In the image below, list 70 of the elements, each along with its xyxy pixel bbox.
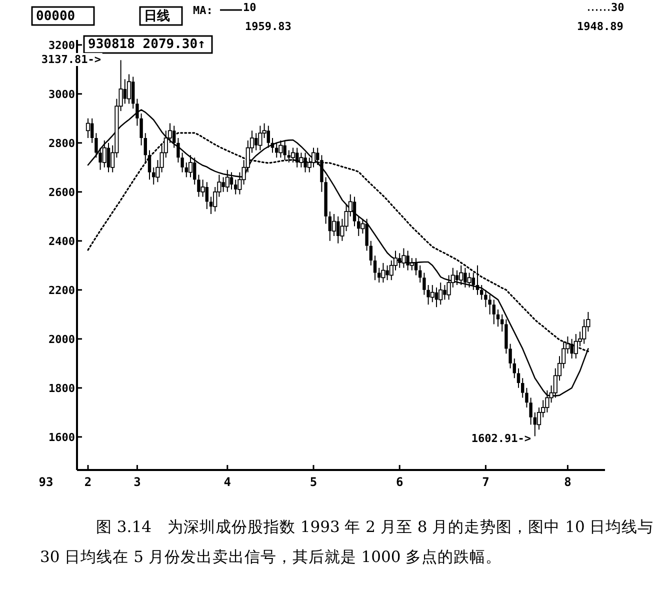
candlestick	[488, 294, 492, 315]
candlestick	[529, 397, 532, 426]
x-tick-label: 3	[134, 475, 141, 489]
candlestick	[508, 343, 512, 369]
candlestick	[180, 152, 184, 173]
candlestick	[148, 150, 152, 180]
candlestick	[430, 284, 434, 303]
legend-label: 10	[243, 1, 256, 14]
candlestick	[230, 172, 234, 190]
x-tick-label: 5	[310, 475, 318, 489]
y-tick-label: 2600	[48, 186, 75, 199]
x-tick-label: 8	[564, 475, 572, 489]
candlestick	[472, 272, 475, 290]
candlestick	[369, 240, 372, 266]
candlestick	[455, 270, 459, 286]
legend-label: 30	[611, 1, 624, 14]
y-tick-label: 1600	[48, 430, 75, 444]
candlestick	[258, 125, 262, 151]
candlestick	[270, 138, 274, 154]
text: 日线	[144, 9, 170, 24]
candlestick	[476, 264, 480, 296]
candlestick	[320, 154, 324, 192]
text: 1948.89	[577, 20, 624, 33]
candlestick	[467, 272, 472, 288]
text: 00000	[36, 9, 76, 24]
text: MA:	[193, 4, 213, 17]
candlestick	[266, 125, 270, 148]
y-tick-label: 1800	[48, 382, 75, 395]
candlestick	[438, 282, 443, 306]
candlestick	[278, 140, 283, 158]
x-tick-label: 7	[482, 475, 490, 489]
candlestick	[525, 387, 528, 408]
x-tick-label: 4	[224, 475, 232, 489]
x-tick-label: 6	[396, 475, 404, 489]
candlestick	[521, 378, 524, 398]
y-tick-label: 3200	[48, 38, 75, 52]
y-tick-label: 2800	[48, 136, 75, 150]
candlestick	[225, 169, 230, 192]
candlestick	[381, 262, 386, 284]
candlestick	[352, 196, 356, 227]
candlestick	[290, 147, 296, 164]
candlestick	[496, 309, 500, 328]
candlestick	[176, 138, 180, 164]
candlestick	[422, 272, 426, 296]
annotation: 3137.81->	[41, 53, 102, 66]
candlestick	[86, 118, 90, 139]
candlestick	[459, 264, 464, 286]
y-tick-label: 3000	[48, 88, 75, 101]
candlestick	[140, 113, 143, 146]
candlestick	[480, 284, 484, 300]
y-tick-label: 2000	[48, 332, 75, 346]
candlestick	[373, 255, 377, 281]
y-tick-label: 2200	[48, 284, 75, 297]
candlestick	[94, 132, 98, 158]
caption: 图 3.14 为深圳成份股指数 1993 年 2 月至 8 月的走势图，图中 10 日均线与 30 日均线在 5 月份发出卖出信号，其后就是 1000 多点的跌幅。	[40, 517, 655, 568]
candlestick	[492, 299, 496, 325]
x-tick-label: 2	[84, 475, 92, 489]
candlestick	[402, 248, 406, 268]
candlestick	[484, 289, 488, 308]
annotation: 930818 2079.30↑	[88, 37, 206, 52]
candlestick	[512, 358, 516, 379]
candlestick	[205, 182, 208, 210]
x-axis-title: 93	[38, 475, 54, 489]
candlestick	[126, 74, 132, 104]
text: 1959.83	[245, 20, 292, 33]
candlestick	[414, 258, 418, 276]
candlestick	[516, 368, 520, 388]
y-tick-label: 2400	[48, 234, 75, 248]
candlestick	[106, 142, 110, 173]
annotation: 1602.91->	[471, 432, 532, 445]
